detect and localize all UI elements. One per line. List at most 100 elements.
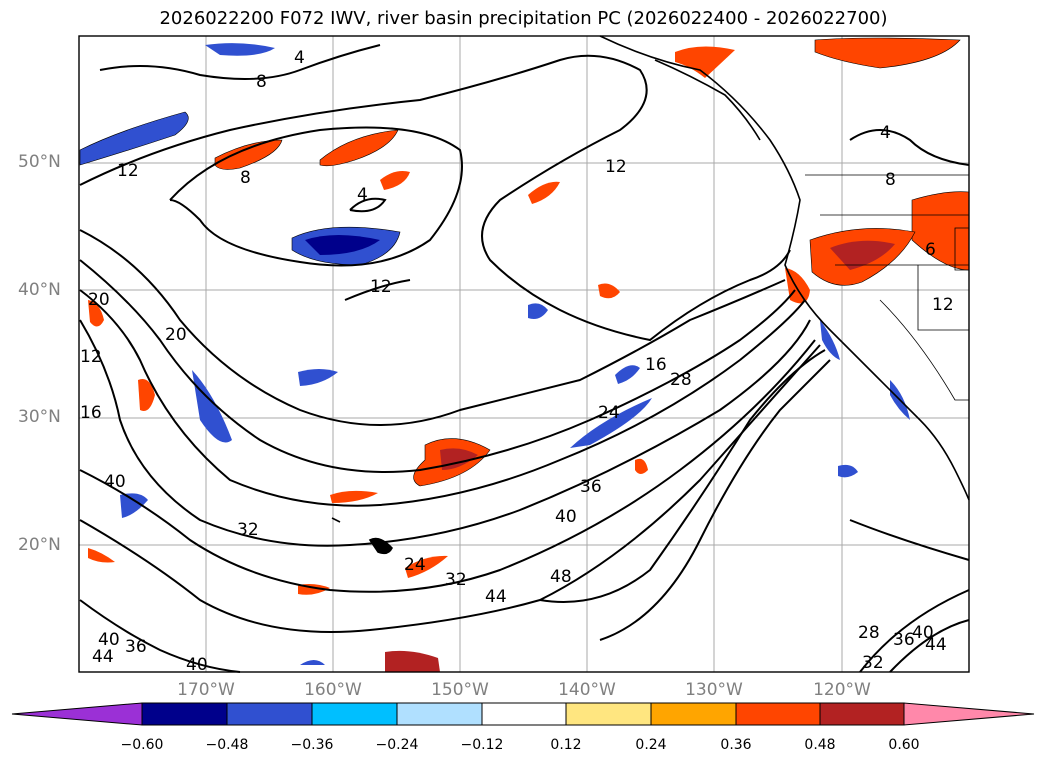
precip-blob-negative xyxy=(305,235,380,255)
borders xyxy=(805,174,970,401)
colorbar-tick-label: 0.12 xyxy=(550,737,582,753)
colorbar xyxy=(11,702,1035,726)
lon-label: 160°W xyxy=(304,680,362,700)
precip-blob-negative xyxy=(838,464,858,478)
iwv-contour xyxy=(849,519,970,561)
contour-label: 28 xyxy=(858,623,880,643)
iwv-contour xyxy=(79,54,791,342)
contour-label: 6 xyxy=(925,240,936,260)
precip-blob-positive xyxy=(214,139,283,170)
contour-label: 44 xyxy=(92,647,114,667)
contour-label: 4 xyxy=(294,48,305,68)
contour-label: 32 xyxy=(445,570,467,590)
iwv-contour xyxy=(344,279,411,301)
contour-label: 24 xyxy=(598,403,620,423)
lon-label: 130°W xyxy=(685,680,743,700)
contour-labels: 4 8 12 8 4 12 12 16 20 20 24 28 24 32 36… xyxy=(80,48,954,675)
precip-blob-positive xyxy=(88,300,104,327)
precip-blob-positive xyxy=(385,650,440,672)
precip-shading xyxy=(79,37,970,672)
colorbar-tick-label: 0.60 xyxy=(888,737,920,753)
colorbar-bin xyxy=(819,702,905,726)
contour-label: 12 xyxy=(80,347,102,367)
contour-label: 12 xyxy=(117,161,139,181)
colorbar-tick-label: −0.36 xyxy=(290,737,334,753)
precip-blob-positive xyxy=(405,555,448,578)
colorbar-tick-label: −0.12 xyxy=(460,737,504,753)
border-state xyxy=(879,299,969,401)
iwv-contour xyxy=(79,599,241,673)
contour-label: 40 xyxy=(186,655,208,675)
contour-label: 28 xyxy=(670,370,692,390)
iwv-contour xyxy=(99,44,381,80)
contour-label: 40 xyxy=(555,507,577,527)
iwv-contour xyxy=(79,319,811,547)
precip-blob-positive xyxy=(319,129,399,167)
colorbar-bin xyxy=(396,702,483,726)
precip-blob-positive xyxy=(675,46,735,78)
contour-label: 20 xyxy=(88,290,110,310)
contour-label: 36 xyxy=(893,630,915,650)
iwv-contour xyxy=(599,359,831,641)
precip-blob-negative xyxy=(820,320,840,360)
colorbar-bin xyxy=(141,702,228,726)
colorbar-tick-label: 0.48 xyxy=(804,737,836,753)
contour-label: 12 xyxy=(932,295,954,315)
iwv-contour xyxy=(859,589,970,673)
coastline-alaska-islands xyxy=(654,59,761,141)
precip-blob-negative xyxy=(79,111,189,166)
contour-label: 32 xyxy=(862,653,884,673)
contour-label: 44 xyxy=(485,587,507,607)
iwv-contour xyxy=(349,197,387,213)
contour-label: 16 xyxy=(80,403,102,423)
lat-label: 40°N xyxy=(18,280,61,300)
contour-label: 12 xyxy=(370,277,392,297)
contour-label: 16 xyxy=(645,355,667,375)
lat-label: 50°N xyxy=(18,152,61,172)
precip-blob-positive xyxy=(138,379,155,411)
contour-label: 8 xyxy=(885,170,896,190)
colorbar-tick-label: 0.36 xyxy=(720,737,752,753)
iwv-contour xyxy=(539,349,826,603)
contour-label: 12 xyxy=(605,157,627,177)
map-plot-area xyxy=(79,36,969,672)
colorbar-tick-label: −0.24 xyxy=(375,737,419,753)
colorbar-tick-label: −0.60 xyxy=(120,737,164,753)
iwv-contour xyxy=(79,259,796,473)
iwv-contour xyxy=(169,126,463,267)
contour-label: 40 xyxy=(104,472,126,492)
contour-label: 40 xyxy=(98,630,120,650)
precip-blob-positive xyxy=(830,240,895,270)
coastline-north-america xyxy=(599,35,970,501)
precip-blob-positive xyxy=(814,37,961,69)
precip-blob-negative xyxy=(615,365,640,384)
precip-blob-negative xyxy=(528,303,548,319)
contour-label: 20 xyxy=(165,325,187,345)
contour-label: 32 xyxy=(237,520,259,540)
colorbar-bin xyxy=(481,702,567,726)
iwv-contour xyxy=(79,344,821,633)
iwv-contours xyxy=(79,44,970,673)
iwv-contour xyxy=(79,229,786,426)
precip-blob-positive xyxy=(88,548,115,563)
colorbar-tick-label: 0.24 xyxy=(635,737,667,753)
precip-blob-positive xyxy=(330,490,378,503)
colorbar-bin xyxy=(650,702,737,726)
precip-blob-negative xyxy=(570,398,652,448)
precip-blob-negative xyxy=(298,369,338,386)
border-state xyxy=(917,265,969,331)
precip-blob-negative xyxy=(192,370,232,443)
precip-blob-positive xyxy=(635,458,648,474)
lon-label: 120°W xyxy=(813,680,871,700)
colorbar-bin xyxy=(311,702,398,726)
lat-label: 20°N xyxy=(18,535,61,555)
lon-label: 140°W xyxy=(558,680,616,700)
hawaiian-islands xyxy=(331,517,341,523)
iwv-contour xyxy=(79,289,806,507)
contour-label: 4 xyxy=(880,123,891,143)
colorbar-bin xyxy=(226,702,313,726)
precip-blob-negative xyxy=(120,493,148,518)
iwv-contour xyxy=(79,339,816,593)
contour-label: 40 xyxy=(912,623,934,643)
